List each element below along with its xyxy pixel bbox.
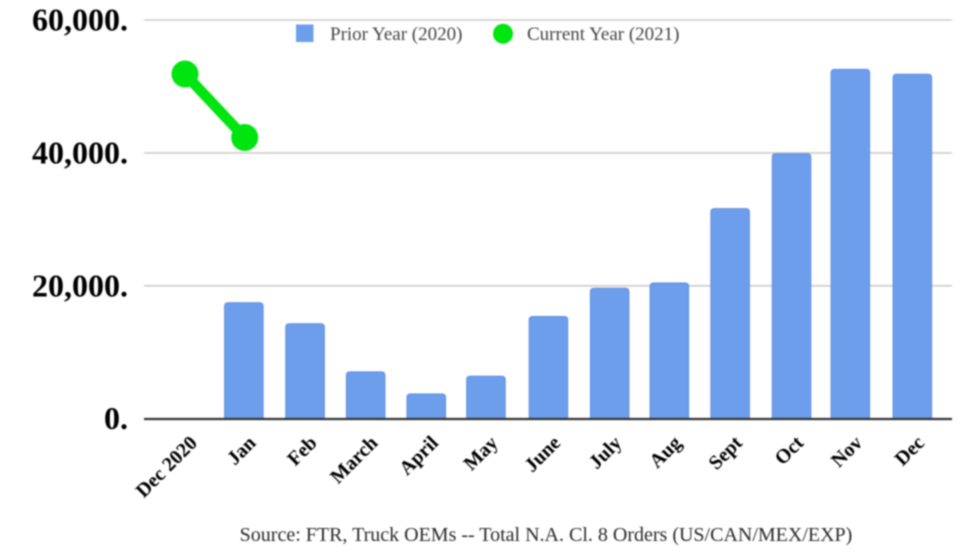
svg-text:60,000.: 60,000. bbox=[32, 2, 128, 38]
svg-text:Prior Year (2020): Prior Year (2020) bbox=[330, 24, 462, 45]
svg-text:Source: FTR, Truck OEMs -- Tot: Source: FTR, Truck OEMs -- Total N.A. Cl… bbox=[240, 524, 853, 546]
svg-text:Current Year (2021): Current Year (2021) bbox=[527, 24, 680, 45]
svg-text:0.: 0. bbox=[104, 400, 128, 436]
svg-text:40,000.: 40,000. bbox=[32, 134, 128, 170]
svg-text:20,000.: 20,000. bbox=[32, 267, 128, 303]
